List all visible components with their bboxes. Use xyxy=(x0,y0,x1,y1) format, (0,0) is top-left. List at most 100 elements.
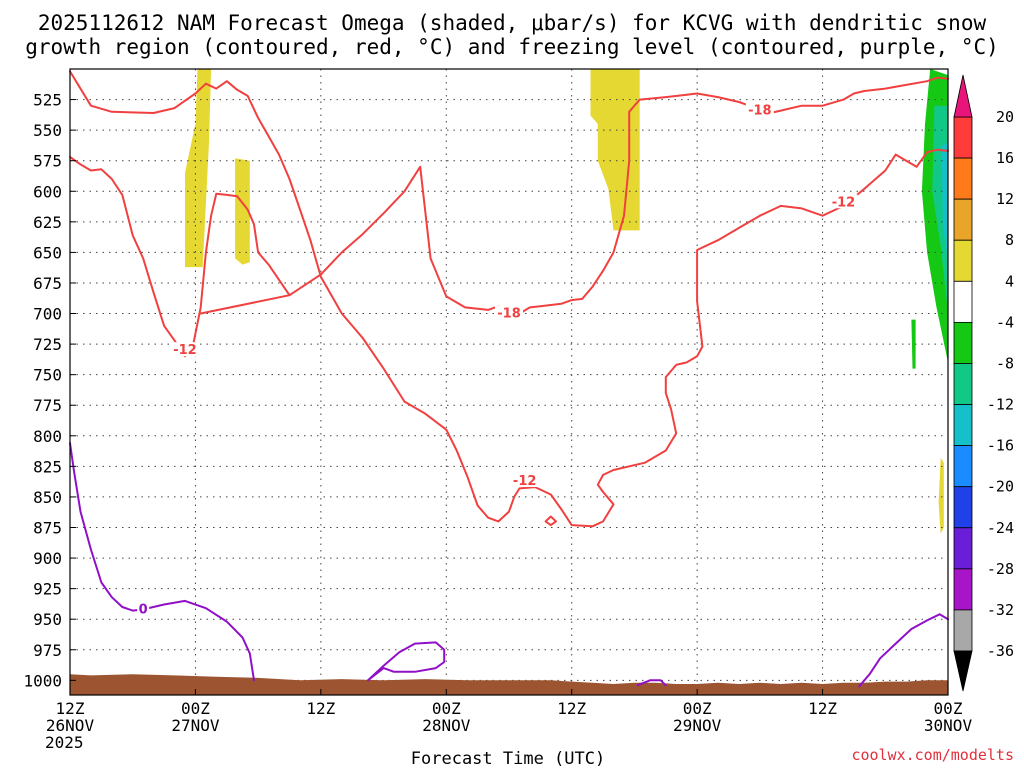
x-tick-label: 12Z xyxy=(306,699,335,718)
x-tick-label: 00Z xyxy=(181,699,210,718)
colorbar-label: -24 xyxy=(987,519,1014,537)
x-tick-label: 12Z xyxy=(557,699,586,718)
freezing-level-0-small xyxy=(636,679,667,687)
chart-title-line2: growth region (contoured, red, °C) and f… xyxy=(25,35,999,59)
y-tick-label: 750 xyxy=(33,366,62,385)
y-tick-label: 825 xyxy=(33,457,62,476)
colorbar-bin xyxy=(953,527,973,570)
omega-pos-2 xyxy=(235,158,250,265)
y-tick-label: 850 xyxy=(33,488,62,507)
freezing-level-0-mid xyxy=(366,641,446,682)
y-tick-label: 625 xyxy=(33,213,62,232)
site-credit: coolwx.com/modelts xyxy=(851,746,1014,764)
colorbar-bin xyxy=(953,609,973,652)
surface-terrain-layer xyxy=(70,674,948,695)
x-tick-label: 12Z xyxy=(56,699,85,718)
dgz-minus18 xyxy=(199,76,949,315)
x-tick-label: 00Z xyxy=(934,699,963,718)
colorbar-bin xyxy=(953,198,973,241)
contour-label: 0 xyxy=(139,602,148,617)
y-tick-label: 525 xyxy=(33,91,62,110)
surface-terrain xyxy=(70,674,948,695)
colorbar-label: -28 xyxy=(987,560,1014,578)
colorbar-bin xyxy=(953,486,973,529)
colorbar-bin xyxy=(953,280,973,323)
freezing-level-0 xyxy=(69,442,255,682)
y-tick-label: 975 xyxy=(33,641,62,660)
chart-gridlines xyxy=(70,69,948,695)
y-tick-label: 900 xyxy=(33,549,62,568)
x-tick-label: 00Z xyxy=(683,699,712,718)
contour-label: -12 xyxy=(832,195,856,210)
colorbar-top-arrow xyxy=(953,74,973,118)
y-tick-label: 800 xyxy=(33,427,62,446)
colorbar-legend: 20 16 12 8 4 -4 -8 -12 -16 -20 -24 -28 -32 -36 xyxy=(953,74,1014,692)
colorbar-label: 8 xyxy=(1005,231,1014,249)
x-tick-label: 2025 xyxy=(45,733,84,752)
colorbar-bin xyxy=(953,568,973,611)
colorbar-label: -20 xyxy=(987,478,1014,496)
colorbar-bin xyxy=(953,445,973,488)
contour-label: -12 xyxy=(173,343,197,358)
x-tick-label: 28NOV xyxy=(422,716,471,735)
colorbar-bin xyxy=(953,321,973,364)
x-tick-label: 30NOV xyxy=(924,716,973,735)
y-tick-label: 550 xyxy=(33,121,62,140)
contour-labels-layer: -12 -18 -12 -18 -12 0 xyxy=(137,102,858,617)
y-tick-label: 650 xyxy=(33,243,62,262)
contour-label-bg xyxy=(745,102,774,117)
x-tick-label: 12Z xyxy=(808,699,837,718)
colorbar-label: -8 xyxy=(996,354,1014,372)
plot-frame xyxy=(69,68,949,696)
freezing-level-0-right xyxy=(858,613,949,688)
x-tick-label: 27NOV xyxy=(171,716,220,735)
chart-title-line1: 2025112612 NAM Forecast Omega (shaded, μ… xyxy=(38,11,987,35)
x-tick-label: 29NOV xyxy=(673,716,722,735)
colorbar-label: 16 xyxy=(996,149,1014,167)
colorbar-bin xyxy=(953,157,973,200)
omega-neg-3 xyxy=(941,142,948,265)
colorbar-label: -4 xyxy=(996,313,1014,331)
omega-pos-3 xyxy=(590,69,640,231)
contour-label: -18 xyxy=(497,307,521,322)
y-tick-label: 725 xyxy=(33,335,62,354)
omega-pos-4 xyxy=(938,457,944,534)
contour-label: -12 xyxy=(513,474,537,489)
colorbar-bin xyxy=(953,363,973,405)
x-tick-label: 00Z xyxy=(432,699,461,718)
y-axis-ticks: 525 550 575 600 625 650 675 700 725 750 775 800 825 8… xyxy=(23,91,76,690)
omega-pos-1 xyxy=(185,69,212,268)
y-tick-label: 875 xyxy=(33,518,62,537)
x-tick-label: 26NOV xyxy=(46,716,95,735)
contour-label-bg xyxy=(510,473,539,488)
colorbar-label: -32 xyxy=(987,601,1014,619)
colorbar-bottom-arrow xyxy=(953,650,973,692)
y-tick-label: 675 xyxy=(33,274,62,293)
y-tick-label: 700 xyxy=(33,305,62,324)
omega-neg-4 xyxy=(911,319,916,369)
x-axis-title: Forecast Time (UTC) xyxy=(411,749,605,768)
dgz-minus12-lower xyxy=(69,156,291,358)
colorbar-label: 4 xyxy=(1005,272,1014,290)
contour-label: -18 xyxy=(748,104,772,119)
y-tick-label: 600 xyxy=(33,182,62,201)
y-tick-label: 775 xyxy=(33,396,62,415)
colorbar-label: 12 xyxy=(996,190,1014,208)
contour-label-bg xyxy=(495,305,523,320)
y-tick-label: 1000 xyxy=(23,671,62,690)
colorbar-label: 20 xyxy=(996,108,1014,126)
colorbar-label: -36 xyxy=(987,642,1014,660)
colorbar-label: -16 xyxy=(987,437,1014,455)
contour-label-bg xyxy=(829,194,858,209)
colorbar-bin xyxy=(953,116,973,159)
contour-label-bg xyxy=(170,342,199,357)
dgz-minus12-left xyxy=(69,70,949,528)
colorbar-bin xyxy=(953,239,973,282)
y-tick-label: 925 xyxy=(33,580,62,599)
contour-label-bg xyxy=(137,601,150,616)
y-tick-label: 575 xyxy=(33,152,62,171)
dgz-minus12-blob xyxy=(544,515,557,527)
y-tick-label: 950 xyxy=(33,610,62,629)
